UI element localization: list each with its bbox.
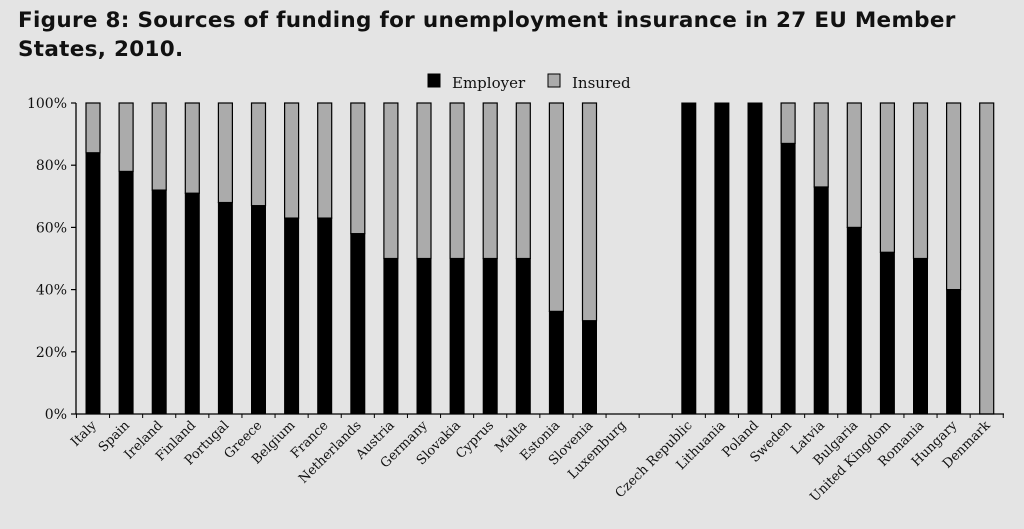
bar-employer bbox=[449, 258, 465, 415]
bar-employer bbox=[879, 251, 895, 415]
y-tick-label: 40% bbox=[36, 283, 67, 299]
bar-insured bbox=[780, 102, 796, 145]
bar-employer bbox=[482, 258, 498, 415]
bar-insured bbox=[879, 102, 896, 253]
bar-employer bbox=[350, 233, 366, 415]
bar-employer bbox=[151, 189, 167, 415]
bar-employer bbox=[780, 142, 796, 415]
bar-employer bbox=[582, 320, 597, 415]
bar-employer bbox=[317, 217, 333, 415]
bar-insured bbox=[581, 102, 598, 322]
bar-insured bbox=[846, 102, 862, 229]
bar-employer bbox=[813, 186, 829, 415]
bar-employer bbox=[416, 258, 432, 415]
bar-insured bbox=[383, 102, 399, 260]
bar-insured bbox=[250, 102, 267, 207]
bar-insured bbox=[217, 102, 233, 204]
bar-insured bbox=[945, 102, 962, 291]
legend-label-insured: Insured bbox=[572, 74, 631, 92]
legend-swatch-insured bbox=[547, 73, 561, 88]
bar-employer bbox=[747, 102, 763, 415]
bar-employer bbox=[118, 170, 134, 415]
y-tick-label: 0% bbox=[45, 407, 67, 423]
y-tick-label: 60% bbox=[36, 220, 67, 236]
y-tick-label: 100% bbox=[27, 96, 67, 112]
bar-employer bbox=[515, 258, 531, 415]
bar-insured bbox=[85, 102, 101, 154]
legend-label-employer: Employer bbox=[452, 74, 526, 92]
chart-legend: Employer Insured bbox=[427, 73, 631, 92]
bar-insured bbox=[548, 102, 565, 312]
bar-insured bbox=[317, 102, 333, 219]
bar-employer bbox=[85, 152, 101, 415]
axes-group: 0% 20% 40% 60% 80% 100% bbox=[27, 96, 1004, 423]
bar-employer bbox=[714, 102, 730, 415]
y-tick-label: 80% bbox=[36, 158, 67, 174]
bars-group: ItalySpainIrelandFinlandPortugalGreeceBe… bbox=[68, 102, 995, 505]
bar-employer bbox=[846, 226, 862, 415]
bar-insured bbox=[449, 102, 465, 260]
chart-title: Figure 8: Sources of funding for unemplo… bbox=[18, 8, 956, 62]
bar-employer bbox=[913, 258, 928, 415]
bar-employer bbox=[184, 192, 200, 415]
bar-employer bbox=[681, 102, 697, 415]
bar-insured bbox=[151, 102, 167, 191]
bar-insured bbox=[350, 102, 366, 235]
bar-employer bbox=[217, 202, 233, 415]
y-tick-label: 20% bbox=[36, 345, 67, 361]
bar-insured bbox=[813, 102, 829, 188]
bar-employer bbox=[946, 289, 962, 415]
bar-insured bbox=[184, 102, 200, 194]
bar-insured bbox=[416, 102, 432, 260]
bar-insured bbox=[515, 102, 531, 260]
bar-insured bbox=[912, 102, 929, 260]
bar-insured bbox=[482, 102, 498, 260]
bar-employer bbox=[548, 310, 564, 415]
bar-insured bbox=[284, 102, 300, 219]
bar-employer bbox=[383, 258, 399, 415]
bar-employer bbox=[284, 217, 300, 415]
bar-insured bbox=[979, 102, 995, 415]
bar-employer bbox=[251, 205, 266, 415]
legend-swatch-employer bbox=[427, 73, 441, 88]
bar-insured bbox=[118, 102, 134, 173]
